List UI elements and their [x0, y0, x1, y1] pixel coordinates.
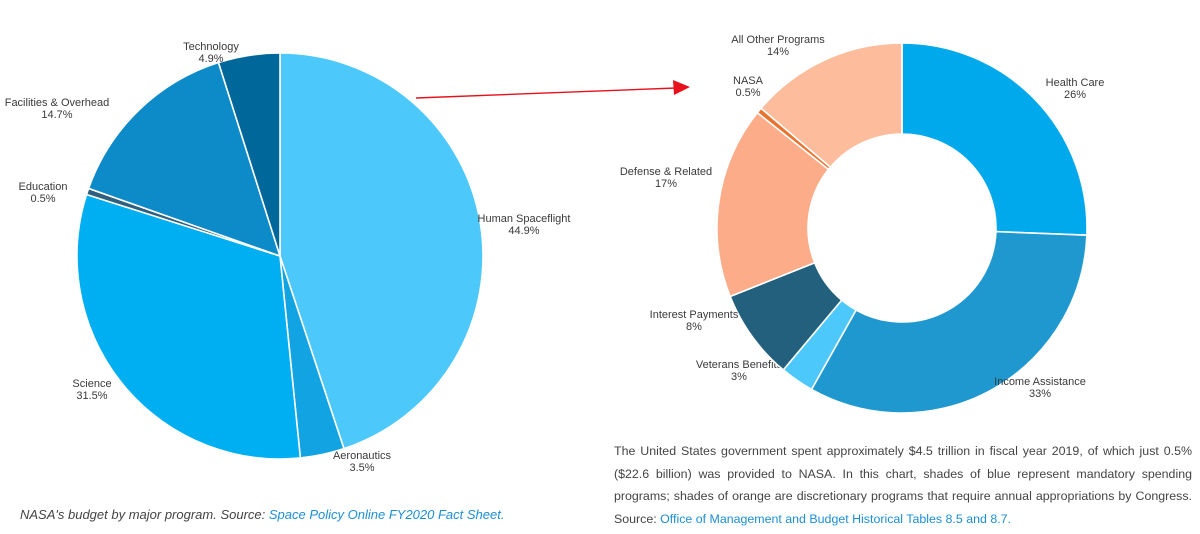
slice-name: NASA — [733, 75, 764, 87]
slice-name: All Other Programs — [731, 34, 825, 46]
label-education: Education 0.5% — [19, 181, 68, 205]
slice-value: 8% — [686, 321, 702, 333]
label-health-care: Health Care 26% — [1046, 77, 1105, 101]
slice-human-spaceflight — [279, 52, 484, 450]
label-veterans-benefits: Veterans Benefits 3% — [696, 359, 783, 383]
slice-technology — [217, 52, 281, 257]
slice-name: Defense & Related — [620, 166, 712, 178]
slice-value: 0.5% — [30, 193, 55, 205]
slice-name: Aeronautics — [333, 450, 392, 462]
slice-name: Human Spaceflight — [478, 213, 571, 225]
nasa-budget-pie-chart: Human Spaceflight 44.9% Aeronautics 3.5% Sci… — [5, 41, 571, 474]
slice-name: Interest Payments — [650, 309, 739, 321]
label-facilities-and-overhead: Facilities & Overhead 14.7% — [5, 97, 110, 121]
source-link-omb-historical-tables[interactable]: Office of Management and Budget Historic… — [660, 511, 1011, 526]
slice-defense-and-related — [716, 111, 830, 298]
slice-value: 0.5% — [735, 87, 760, 99]
source-link-space-policy-online[interactable]: Space Policy Online FY2020 Fact Sheet. — [268, 507, 505, 522]
slice-name: Facilities & Overhead — [5, 97, 110, 109]
slice-name: Income Assistance — [994, 376, 1086, 388]
label-science: Science 31.5% — [72, 378, 111, 402]
label-nasa: NASA 0.5% — [733, 75, 764, 99]
slice-value: 33% — [1029, 388, 1051, 400]
caption-text: The United States government spent appro… — [614, 444, 1192, 526]
label-aeronautics: Aeronautics 3.5% — [333, 450, 392, 474]
slice-name: Science — [72, 378, 111, 390]
caption-text: NASA's budget by major program. Source: — [20, 507, 269, 522]
slice-value: 14% — [767, 46, 789, 58]
slice-health-care — [901, 42, 1088, 236]
slice-value: 26% — [1064, 89, 1086, 101]
label-defense-and-related: Defense & Related 17% — [620, 166, 712, 190]
slice-value: 31.5% — [76, 390, 107, 402]
slice-value: 17% — [655, 178, 677, 190]
slice-name: Health Care — [1046, 77, 1105, 89]
arrow-shaft — [415, 87, 677, 99]
arrow-head-icon — [673, 80, 690, 95]
label-income-assistance: Income Assistance 33% — [994, 376, 1086, 400]
government-spending-donut-chart: Health Care 26% Income Assistance 33% Vetera… — [620, 34, 1105, 414]
slice-income-assistance — [810, 230, 1088, 414]
slice-facilities-and-overhead — [87, 61, 282, 258]
slice-science — [76, 193, 302, 460]
slice-value: 4.9% — [198, 53, 223, 65]
label-all-other-programs: All Other Programs 14% — [731, 34, 825, 58]
spending-caption: The United States government spent appro… — [614, 440, 1192, 530]
label-technology: Technology 4.9% — [183, 41, 239, 65]
label-human-spaceflight: Human Spaceflight 44.9% — [478, 213, 571, 237]
slice-value: 3.5% — [349, 462, 374, 474]
slice-value: 14.7% — [41, 109, 72, 121]
slice-name: Technology — [183, 41, 239, 53]
slice-value: 44.9% — [508, 225, 539, 237]
slice-value: 3% — [731, 371, 747, 383]
label-interest-payments: Interest Payments 8% — [650, 309, 739, 333]
slice-name: Veterans Benefits — [696, 359, 783, 371]
slice-name: Education — [19, 181, 68, 193]
nasa-budget-caption: NASA's budget by major program. Source: … — [20, 507, 504, 522]
connector-arrow — [415, 80, 690, 99]
slice-all-other-programs — [759, 42, 903, 169]
